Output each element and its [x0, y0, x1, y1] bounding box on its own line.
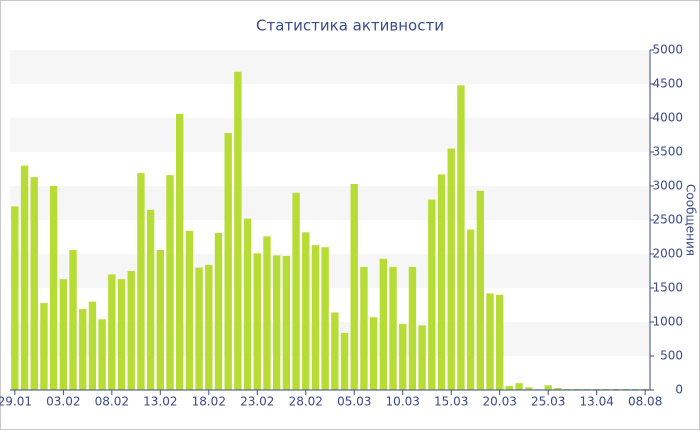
- x-tick-label: 13.04: [579, 395, 613, 409]
- x-tick-label: 28.02: [289, 395, 323, 409]
- bar: [602, 388, 611, 390]
- y-tick-label: 1000: [652, 315, 683, 329]
- bar: [272, 255, 281, 390]
- bar: [302, 232, 310, 390]
- y-tick-label: 2000: [652, 247, 683, 261]
- x-tick-label: 25.03: [531, 395, 565, 409]
- bar: [146, 209, 155, 390]
- bar: [447, 148, 455, 390]
- bar: [59, 279, 68, 390]
- bar: [554, 387, 562, 390]
- bar: [622, 388, 630, 390]
- bar: [156, 249, 164, 390]
- bar: [573, 388, 581, 390]
- bar: [127, 271, 135, 390]
- x-tick-label: 13.02: [143, 395, 177, 409]
- bar: [321, 247, 329, 390]
- y-tick-label: 1500: [652, 281, 683, 295]
- bar: [166, 175, 174, 390]
- bar: [466, 229, 475, 390]
- grid-band: [10, 186, 650, 220]
- bar: [311, 245, 320, 390]
- x-tick-label: 08.08: [628, 395, 662, 409]
- bar: [486, 293, 494, 390]
- bar: [195, 267, 203, 390]
- x-tick-label: 20.03: [483, 395, 517, 409]
- grid-band: [10, 254, 650, 288]
- bar: [350, 183, 358, 390]
- bar: [592, 388, 601, 390]
- bar: [263, 236, 271, 390]
- bar: [79, 309, 87, 390]
- y-tick-label: 0: [675, 383, 683, 397]
- bar: [253, 253, 261, 390]
- x-tick-label: 05.03: [337, 395, 371, 409]
- bar: [428, 199, 436, 390]
- bar: [137, 173, 145, 390]
- bar: [20, 165, 29, 390]
- bar: [282, 256, 291, 390]
- bar: [30, 177, 38, 390]
- bar: [389, 266, 397, 390]
- bar: [360, 266, 368, 390]
- bar: [176, 113, 184, 391]
- y-tick-label: 3500: [652, 145, 683, 159]
- y-tick-label: 3000: [652, 179, 683, 193]
- bar: [205, 264, 213, 390]
- bar: [185, 230, 194, 390]
- bar: [525, 387, 533, 390]
- x-tick-label: 18.02: [192, 395, 226, 409]
- bar: [583, 388, 591, 390]
- bar: [612, 388, 620, 390]
- chart-title: Статистика активности: [256, 17, 444, 35]
- x-tick-label: 10.03: [386, 395, 420, 409]
- bar: [292, 192, 300, 390]
- bar: [457, 85, 465, 391]
- y-tick-label: 5000: [652, 43, 683, 57]
- bar: [369, 317, 378, 390]
- x-tick-label: 29.01: [0, 395, 32, 409]
- bar: [108, 274, 116, 390]
- bar: [515, 383, 523, 390]
- bar: [40, 302, 48, 390]
- x-tick-label: 15.03: [434, 395, 468, 409]
- bar: [631, 388, 640, 390]
- bar: [340, 332, 349, 390]
- bar: [243, 218, 252, 390]
- grid-band: [10, 50, 650, 84]
- bar: [69, 249, 77, 390]
- bar: [98, 319, 106, 390]
- bar: [641, 388, 649, 390]
- bar: [437, 174, 446, 390]
- bar: [88, 301, 97, 390]
- bar: [11, 206, 19, 390]
- bar: [399, 324, 407, 390]
- bar: [331, 312, 339, 390]
- bar: [544, 385, 552, 390]
- y-tick-label: 4000: [652, 111, 683, 125]
- bar: [408, 266, 417, 390]
- grid-band: [10, 322, 650, 356]
- bar: [563, 388, 572, 390]
- y-tick-label: 4500: [652, 77, 683, 91]
- bar: [117, 279, 126, 390]
- bar: [234, 71, 242, 390]
- bar: [505, 385, 514, 390]
- bar: [496, 294, 504, 390]
- bar: [379, 258, 388, 390]
- bar: [476, 190, 484, 390]
- x-tick-label: 23.02: [240, 395, 274, 409]
- x-tick-label: 08.02: [95, 395, 129, 409]
- x-tick-label: 03.02: [46, 395, 80, 409]
- y-tick-label: 500: [660, 349, 683, 363]
- bar: [49, 186, 58, 390]
- grid-band: [10, 118, 650, 152]
- bar: [418, 325, 426, 390]
- y-axis-label: Сообщения: [684, 184, 698, 256]
- bar: [214, 232, 223, 390]
- y-tick-label: 2500: [652, 213, 683, 227]
- bar: [224, 132, 232, 390]
